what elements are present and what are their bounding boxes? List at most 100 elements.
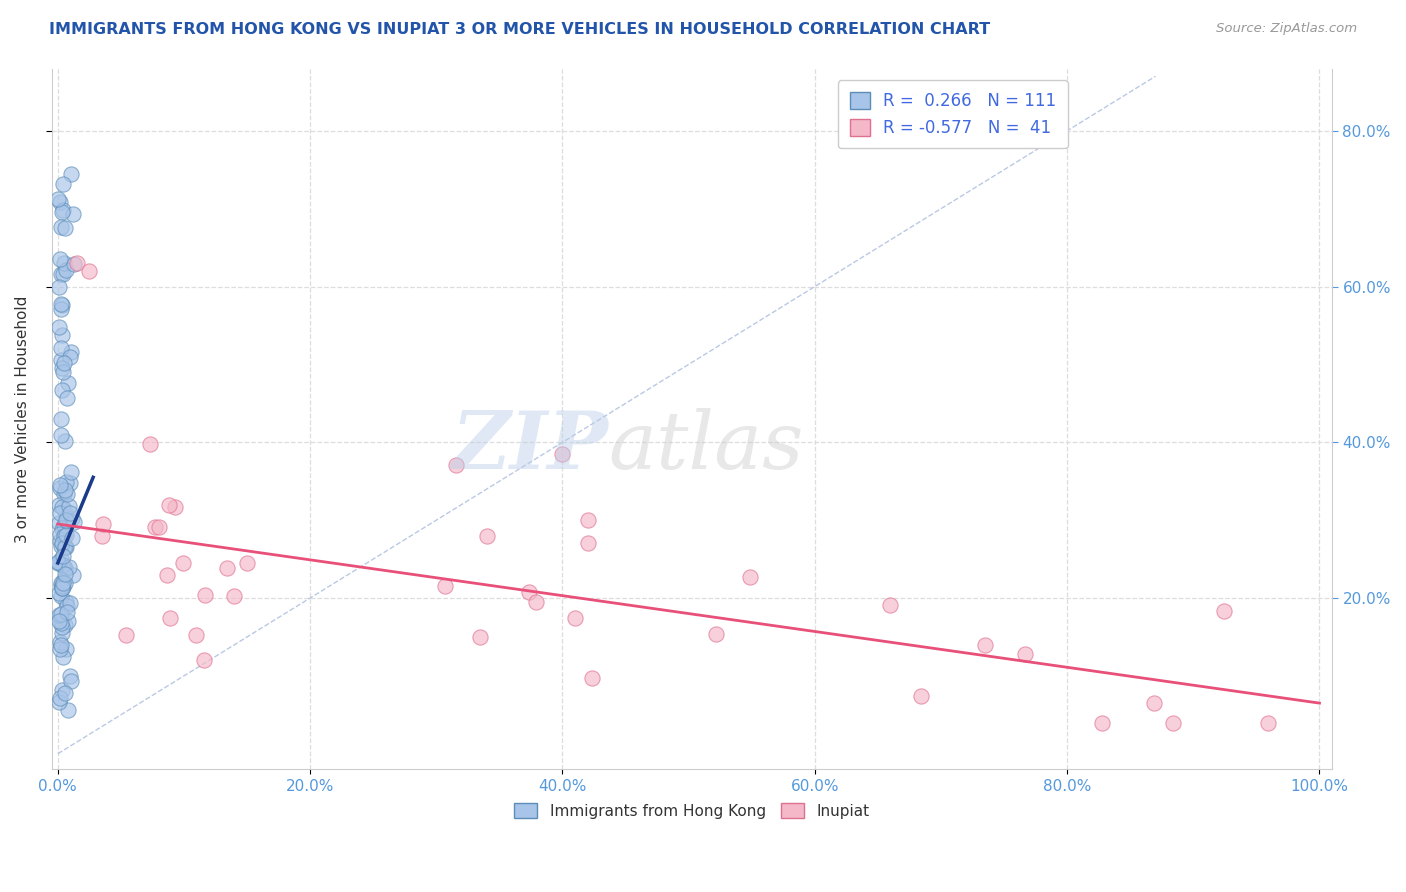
Point (55, 434, 77, 449)
Point (66, 256, 89, 270)
Point (235, 556, 257, 570)
Point (49, 533, 72, 548)
Point (53, 575, 76, 590)
Point (55, 510, 77, 524)
Point (58, 500, 80, 514)
Y-axis label: 3 or more Vehicles in Household: 3 or more Vehicles in Household (15, 295, 30, 542)
Point (49, 507, 72, 521)
Point (1257, 715, 1279, 730)
Point (215, 561, 238, 575)
Point (49, 641, 72, 656)
Point (60, 511, 83, 525)
Point (51, 607, 73, 622)
Point (53, 256, 76, 270)
Point (51, 523, 73, 537)
Point (51, 581, 73, 595)
Point (434, 579, 457, 593)
Point (48, 498, 70, 512)
Point (139, 437, 162, 451)
Point (184, 628, 207, 642)
Point (62, 207, 84, 221)
Point (172, 556, 194, 570)
Point (53, 517, 76, 532)
Point (115, 627, 138, 641)
Point (581, 671, 603, 685)
Point (49, 353, 72, 368)
Point (55, 475, 77, 489)
Point (55, 513, 77, 527)
Point (55, 487, 77, 501)
Point (62, 568, 84, 582)
Point (52, 268, 75, 282)
Point (51, 576, 73, 591)
Point (46, 555, 69, 569)
Point (1213, 604, 1236, 618)
Point (49, 297, 72, 311)
Point (470, 630, 492, 644)
Point (51, 298, 73, 312)
Point (49, 478, 72, 492)
Point (193, 653, 215, 667)
Point (48, 634, 70, 648)
Point (60, 345, 83, 359)
Point (157, 498, 180, 512)
Point (576, 513, 599, 527)
Point (156, 567, 179, 582)
Point (59, 476, 82, 491)
Point (52, 527, 75, 541)
Point (51, 615, 73, 630)
Point (519, 585, 541, 599)
Point (48, 279, 70, 293)
Point (49, 539, 72, 553)
Point (56, 605, 79, 619)
Point (49, 481, 72, 495)
Point (48, 585, 70, 599)
Point (49, 195, 72, 210)
Point (879, 598, 901, 612)
Point (55, 540, 77, 554)
Point (51, 412, 73, 426)
Point (59, 466, 82, 480)
Point (704, 627, 727, 641)
Point (63, 515, 86, 529)
Point (49, 551, 72, 566)
Point (51, 360, 73, 375)
Point (49, 268, 72, 282)
Point (224, 589, 246, 603)
Point (52, 649, 75, 664)
Point (165, 500, 187, 514)
Point (1091, 715, 1114, 730)
Point (59, 350, 82, 364)
Point (51, 683, 73, 698)
Point (51, 219, 73, 234)
Point (52, 549, 75, 563)
Point (51, 205, 73, 219)
Point (49, 589, 72, 603)
Text: IMMIGRANTS FROM HONG KONG VS INUPIAT 3 OR MORE VEHICLES IN HOUSEHOLD CORRELATION: IMMIGRANTS FROM HONG KONG VS INUPIAT 3 O… (49, 22, 990, 37)
Point (48, 614, 70, 628)
Point (51, 620, 73, 634)
Point (55, 527, 77, 541)
Point (51, 581, 73, 595)
Point (52, 558, 75, 572)
Point (56, 376, 79, 390)
Point (49, 557, 72, 571)
Point (444, 458, 467, 472)
Point (51, 328, 73, 343)
Point (52, 202, 75, 217)
Point (48, 319, 70, 334)
Point (551, 447, 574, 461)
Point (51, 383, 73, 397)
Point (63, 257, 86, 271)
Point (52, 355, 75, 369)
Point (49, 252, 72, 267)
Point (53, 486, 76, 500)
Point (91, 516, 114, 531)
Point (79, 264, 101, 278)
Point (53, 540, 76, 554)
Text: Source: ZipAtlas.com: Source: ZipAtlas.com (1216, 22, 1357, 36)
Point (56, 392, 79, 406)
Point (53, 540, 76, 554)
Text: atlas: atlas (609, 409, 804, 485)
Point (48, 608, 70, 623)
